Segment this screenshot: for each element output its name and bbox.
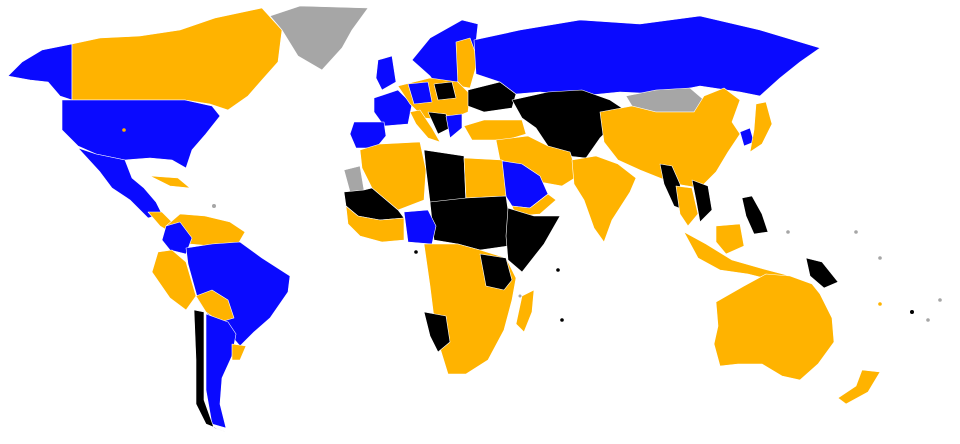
region-peru — [151, 249, 197, 311]
region-turkey — [463, 119, 527, 141]
region-island — [786, 230, 790, 234]
region-uk — [375, 55, 397, 91]
region-new-zealand — [837, 369, 881, 405]
region-italy — [409, 109, 441, 143]
region-uruguay — [231, 343, 247, 361]
region-island — [556, 268, 560, 272]
region-thailand — [675, 185, 699, 227]
region-australia — [713, 273, 835, 381]
region-russia — [473, 15, 821, 97]
region-west-africa — [345, 205, 405, 243]
region-indochina — [691, 179, 713, 223]
region-marker — [122, 128, 126, 132]
region-horn-of-africa — [505, 207, 561, 273]
region-island — [518, 294, 522, 298]
region-japan — [749, 101, 773, 153]
region-madagascar — [515, 289, 535, 333]
region-island — [878, 302, 882, 306]
region-chad-sudan — [429, 195, 511, 251]
region-mexico — [77, 147, 163, 219]
region-island — [878, 256, 882, 260]
region-poland — [433, 81, 457, 101]
region-papua-new-guinea — [805, 257, 839, 289]
region-western-sahara — [343, 165, 365, 193]
region-usa — [61, 99, 221, 169]
region-greece-bulgaria — [445, 113, 463, 139]
region-island — [414, 250, 418, 254]
region-alaska — [7, 43, 73, 101]
region-east-africa — [479, 253, 513, 291]
region-germany — [407, 81, 433, 105]
region-india — [571, 155, 637, 243]
region-island — [854, 230, 858, 234]
region-central-asia — [511, 89, 629, 159]
region-canada — [71, 7, 283, 111]
region-namibia — [423, 311, 451, 353]
region-chile — [193, 309, 227, 433]
region-philippines — [741, 195, 769, 235]
region-island — [938, 298, 942, 302]
region-island — [910, 310, 914, 314]
region-caribbean — [149, 175, 191, 189]
region-island — [926, 318, 930, 322]
region-greenland — [269, 5, 369, 71]
region-borneo — [715, 223, 745, 255]
region-argentina — [205, 313, 237, 429]
region-algeria-morocco — [359, 141, 427, 211]
region-bolivia-paraguay — [195, 289, 235, 323]
region-china — [599, 87, 741, 189]
region-colombia — [161, 221, 193, 255]
region-nigeria — [403, 209, 437, 245]
region-island — [212, 204, 216, 208]
region-island — [560, 318, 564, 322]
region-finland-baltics — [455, 37, 479, 89]
region-libya — [423, 149, 467, 207]
region-france — [373, 89, 413, 127]
region-brazil — [185, 241, 291, 347]
region-egypt — [463, 157, 507, 199]
